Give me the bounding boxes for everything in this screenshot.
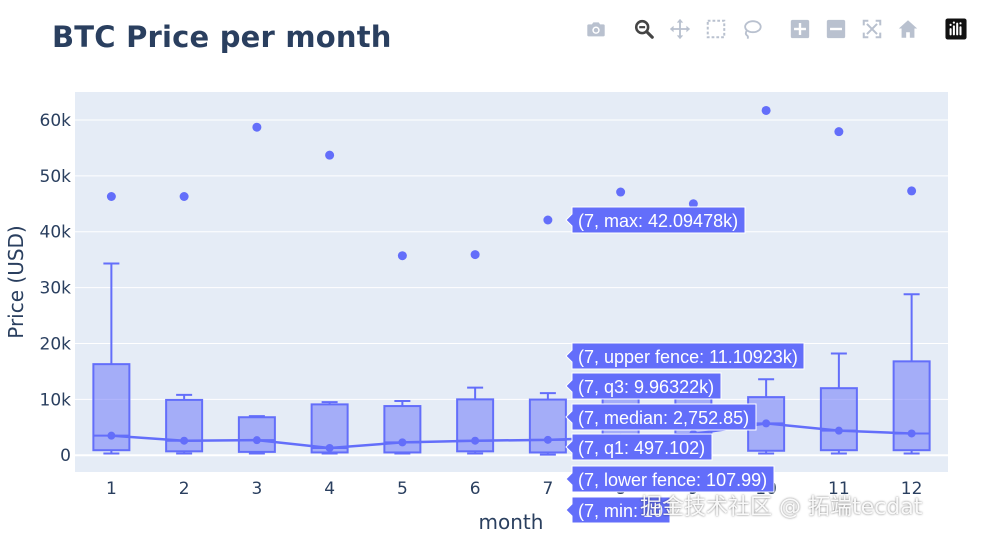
y-tick-label: 60k bbox=[40, 111, 72, 131]
plot-background bbox=[75, 92, 948, 472]
x-tick-label: 11 bbox=[828, 479, 850, 499]
watermark: 掘金技术社区 @ 拓端tecdat bbox=[640, 495, 923, 520]
median-trend-point bbox=[543, 435, 552, 444]
hover-label-box bbox=[565, 206, 746, 234]
hover-label-box bbox=[565, 433, 713, 461]
y-tick-label: 10k bbox=[40, 390, 72, 410]
hover-label-box bbox=[565, 496, 671, 524]
plotly-logo-icon[interactable] bbox=[943, 16, 969, 42]
x-tick-label: 5 bbox=[397, 479, 408, 499]
hover-label-text: (7, q1: 497.102) bbox=[578, 438, 705, 458]
outlier-point bbox=[179, 192, 189, 201]
outlier-point bbox=[252, 122, 262, 132]
hover-label-median: (7, median: 2,752.85) bbox=[565, 403, 757, 431]
median-trend-point bbox=[762, 419, 771, 428]
median-trend-point bbox=[471, 436, 480, 445]
x-tick-label: 6 bbox=[470, 479, 481, 499]
y-tick-label: 50k bbox=[40, 167, 72, 187]
zoom-icon[interactable] bbox=[631, 16, 657, 42]
x-tick-label: 7 bbox=[542, 479, 553, 499]
median-trend-point bbox=[907, 429, 916, 438]
lasso-icon[interactable] bbox=[739, 16, 765, 42]
median-trend-line bbox=[111, 422, 912, 450]
iqr-box bbox=[528, 398, 567, 454]
y-tick-label: 20k bbox=[40, 334, 72, 354]
hover-label-max: (7, max: 42.09478k) bbox=[565, 206, 746, 234]
y-tick-label: 40k bbox=[40, 223, 72, 243]
camera-icon[interactable] bbox=[583, 16, 609, 42]
hover-label-box bbox=[565, 342, 805, 370]
zoom-in-icon[interactable] bbox=[787, 16, 813, 42]
iqr-box bbox=[383, 405, 422, 454]
outlier-point bbox=[907, 186, 917, 196]
autoscale-icon[interactable] bbox=[859, 16, 885, 42]
box-month-3 bbox=[237, 122, 276, 455]
x-tick-label: 3 bbox=[251, 479, 262, 499]
hover-label-min: (7, min: 10 bbox=[565, 496, 671, 524]
hover-label-text: (7, upper fence: 11.10923k) bbox=[578, 347, 798, 367]
median-trend-point bbox=[398, 438, 407, 447]
median-trend-point bbox=[180, 436, 189, 445]
outlier-point bbox=[616, 187, 626, 197]
y-tick-label: 30k bbox=[40, 279, 72, 299]
median-trend-point bbox=[107, 431, 116, 440]
hover-label-box bbox=[565, 465, 775, 493]
outlier-point bbox=[470, 250, 480, 260]
iqr-box bbox=[819, 387, 858, 452]
x-tick-label: 12 bbox=[901, 479, 923, 499]
outlier-point bbox=[834, 127, 844, 137]
x-tick-label: 2 bbox=[179, 479, 190, 499]
y-axis-title: Price (USD) bbox=[4, 225, 28, 339]
median-trend-point bbox=[325, 443, 334, 452]
hover-label-text: (7, median: 2,752.85) bbox=[578, 408, 749, 428]
hover-label-box bbox=[565, 372, 722, 400]
modebar bbox=[580, 12, 980, 44]
hover-label-text: (7, min: 10 bbox=[578, 501, 663, 521]
hover-label-q1: (7, q1: 497.102) bbox=[565, 433, 713, 461]
x-axis-title: month bbox=[479, 510, 544, 534]
chart-title: BTC Price per month bbox=[52, 20, 392, 54]
hover-label-upper-fence: (7, upper fence: 11.10923k) bbox=[565, 342, 805, 370]
outlier-point bbox=[106, 192, 116, 201]
pan-icon[interactable] bbox=[667, 16, 693, 42]
zoom-out-icon[interactable] bbox=[823, 16, 849, 42]
median-trend-point bbox=[252, 436, 261, 445]
box-month-5 bbox=[383, 251, 422, 455]
hover-label-text: (7, lower fence: 107.99) bbox=[578, 470, 767, 490]
outlier-point bbox=[325, 150, 335, 160]
hover-label-text: (7, max: 42.09478k) bbox=[578, 211, 738, 231]
hover-label-text: (7, q3: 9.96322k) bbox=[578, 377, 714, 397]
x-tick-label: 4 bbox=[324, 479, 335, 499]
reset-axes-icon[interactable] bbox=[895, 16, 921, 42]
y-tick-label: 0 bbox=[60, 446, 71, 466]
hover-label-box bbox=[565, 403, 757, 431]
x-tick-label: 1 bbox=[106, 479, 117, 499]
outlier-point bbox=[397, 251, 407, 261]
iqr-box bbox=[237, 416, 276, 453]
hover-label-lower-fence: (7, lower fence: 107.99) bbox=[565, 465, 775, 493]
box-select-icon[interactable] bbox=[703, 16, 729, 42]
outlier-point bbox=[688, 199, 698, 209]
outlier-point bbox=[543, 215, 553, 225]
outlier-point bbox=[761, 105, 771, 115]
hover-label-q3: (7, q3: 9.96322k) bbox=[565, 372, 722, 400]
median-trend-point bbox=[834, 426, 843, 435]
